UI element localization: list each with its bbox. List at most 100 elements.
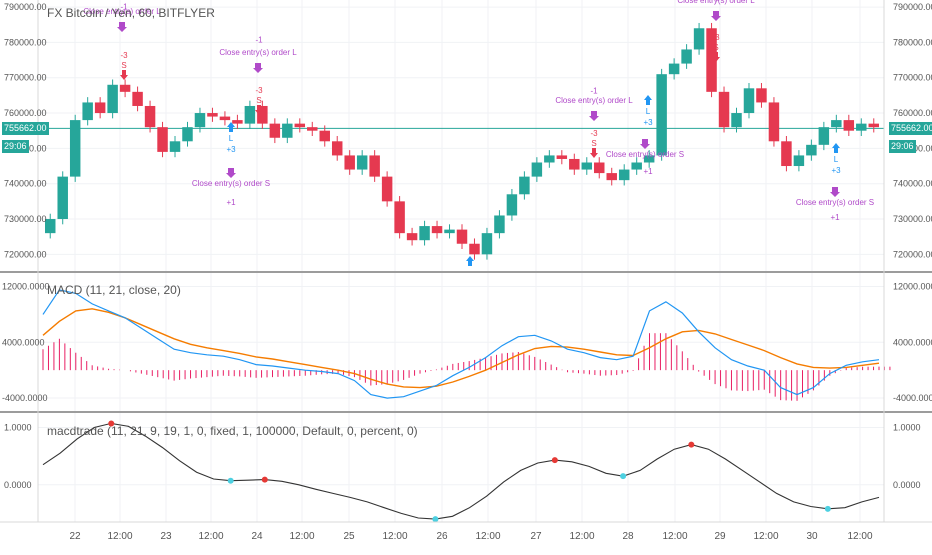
signal-dot-red[interactable] (261, 476, 268, 483)
candle-body[interactable] (144, 105, 156, 128)
candle-body[interactable] (768, 102, 780, 142)
candle-body[interactable] (282, 123, 293, 138)
candle-body[interactable] (456, 229, 468, 244)
close-arrow-icon (640, 139, 650, 149)
close-entry-annotation: Close entry(s) order S (796, 198, 874, 207)
candle-body[interactable] (294, 123, 306, 128)
candle-body[interactable] (531, 162, 543, 177)
candle-body[interactable] (731, 113, 742, 128)
close-arrow-icon (711, 11, 721, 21)
candle-body[interactable] (207, 113, 218, 117)
candle-body[interactable] (269, 123, 281, 138)
candle-body[interactable] (69, 120, 81, 177)
x-axis-label: 29 (714, 531, 726, 542)
candle-body[interactable] (182, 127, 193, 142)
short-entry-arrow-icon (590, 148, 598, 158)
candle-body[interactable] (444, 229, 455, 234)
signal-dot-cyan[interactable] (620, 473, 627, 480)
candle-body[interactable] (606, 173, 617, 181)
close-entry-annotation: Close entry(s) order L (555, 96, 633, 105)
x-axis-label: 23 (160, 531, 172, 542)
candle-body[interactable] (631, 162, 642, 170)
candle-body[interactable] (107, 84, 118, 114)
candle-body[interactable] (569, 158, 580, 170)
candle-body[interactable] (618, 169, 630, 181)
candle-body[interactable] (556, 155, 568, 159)
candle-body[interactable] (369, 155, 380, 177)
candle-body[interactable] (419, 226, 430, 241)
candle-body[interactable] (194, 113, 206, 128)
long-qty-label: +3 (643, 118, 653, 127)
macd-line[interactable] (42, 289, 880, 399)
candle-body[interactable] (868, 123, 879, 128)
candle-body[interactable] (856, 123, 867, 131)
short-label: S (256, 96, 261, 105)
x-axis-label: 12:00 (198, 531, 223, 542)
x-axis-label: 12:00 (382, 531, 407, 542)
axes: 22 12:00 23 12:00 24 12:00 25 12:00 26 12:00 27 12:… (0, 0, 932, 542)
close-arrow-icon (226, 168, 236, 178)
candle-body[interactable] (57, 176, 68, 220)
candle-body[interactable] (544, 155, 555, 163)
signal-dot-cyan[interactable] (824, 505, 831, 512)
candle-body[interactable] (344, 155, 355, 170)
candle-body[interactable] (469, 243, 480, 255)
candle-body[interactable] (307, 127, 318, 131)
candle-body[interactable] (818, 127, 830, 145)
candle-body[interactable] (94, 102, 106, 114)
macdtrade-pane[interactable] (42, 420, 880, 523)
candle-body[interactable] (756, 88, 767, 103)
candle-body[interactable] (219, 116, 231, 121)
candle-body[interactable] (82, 102, 93, 121)
macd-tick-left: -4000.0000 (2, 393, 48, 403)
candle-body[interactable] (319, 130, 330, 142)
candle-body[interactable] (594, 162, 605, 174)
candle-body[interactable] (668, 63, 680, 75)
signal-dot-cyan[interactable] (227, 477, 234, 484)
long-entry-arrow-icon (644, 95, 652, 105)
candle-body[interactable] (406, 233, 418, 241)
candle-body[interactable] (681, 49, 692, 64)
candle-body[interactable] (45, 219, 56, 234)
candle-body[interactable] (806, 144, 817, 156)
candle-body[interactable] (843, 120, 855, 131)
candle-body[interactable] (781, 141, 792, 167)
candle-body[interactable] (519, 176, 530, 195)
candle-body[interactable] (331, 141, 343, 156)
candle-body[interactable] (793, 155, 805, 167)
price-pane[interactable]: Close entry(s) order L Close entry(s) ord… (38, 0, 884, 266)
candle-body[interactable] (356, 155, 368, 170)
candle-body[interactable] (743, 88, 755, 114)
candle-body[interactable] (643, 155, 655, 163)
candle-body[interactable] (831, 120, 842, 128)
signal-dot-red[interactable] (688, 441, 695, 448)
price-tick-right: 720000.00 (893, 249, 932, 259)
candle-body[interactable] (481, 233, 493, 255)
candle-body[interactable] (706, 28, 717, 92)
candle-body[interactable] (394, 201, 405, 234)
signal-dot-cyan[interactable] (432, 516, 439, 523)
signal-dot-red[interactable] (108, 420, 115, 427)
candle-body[interactable] (431, 226, 443, 234)
candle-body[interactable] (693, 28, 705, 50)
candle-body[interactable] (581, 162, 593, 170)
signal-dot-red[interactable] (551, 457, 558, 464)
candle-body[interactable] (157, 127, 168, 152)
candle-body[interactable] (132, 91, 143, 106)
candle-body[interactable] (718, 91, 730, 128)
candle-body[interactable] (506, 194, 518, 216)
short-entry-arrow-icon (120, 70, 128, 80)
candle-body[interactable] (169, 141, 181, 152)
candle-body[interactable] (381, 176, 393, 202)
candle-body[interactable] (232, 120, 243, 124)
candle-body[interactable] (494, 215, 505, 234)
candle-body[interactable] (119, 84, 131, 92)
candle-body[interactable] (656, 74, 667, 156)
macd-pane[interactable] (42, 289, 891, 401)
candle-body[interactable] (244, 105, 256, 124)
signal-line[interactable] (42, 308, 880, 389)
macdtrade-line[interactable] (42, 422, 880, 520)
candle-body[interactable] (257, 105, 268, 124)
